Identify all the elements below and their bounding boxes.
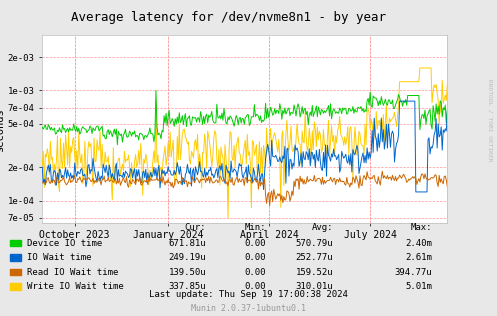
Text: 337.85u: 337.85u — [168, 282, 206, 291]
Text: 252.77u: 252.77u — [295, 253, 333, 262]
Text: Avg:: Avg: — [312, 223, 333, 232]
Text: 0.00: 0.00 — [245, 239, 266, 247]
Text: 0.00: 0.00 — [245, 282, 266, 291]
Text: Write IO Wait time: Write IO Wait time — [27, 282, 124, 291]
Text: RRDTOOL / TOBI OETIKER: RRDTOOL / TOBI OETIKER — [487, 79, 492, 161]
Text: 0.00: 0.00 — [245, 253, 266, 262]
Text: Last update: Thu Sep 19 17:00:38 2024: Last update: Thu Sep 19 17:00:38 2024 — [149, 290, 348, 299]
Text: Max:: Max: — [411, 223, 432, 232]
Text: 394.77u: 394.77u — [395, 268, 432, 276]
Y-axis label: seconds: seconds — [0, 107, 5, 151]
Text: 2.40m: 2.40m — [406, 239, 432, 247]
Text: Average latency for /dev/nvme8n1 - by year: Average latency for /dev/nvme8n1 - by ye… — [71, 11, 386, 24]
Text: 671.81u: 671.81u — [168, 239, 206, 247]
Text: Munin 2.0.37-1ubuntu0.1: Munin 2.0.37-1ubuntu0.1 — [191, 304, 306, 313]
Text: 249.19u: 249.19u — [168, 253, 206, 262]
Text: 570.79u: 570.79u — [295, 239, 333, 247]
Text: Device IO time: Device IO time — [27, 239, 102, 247]
Text: 0.00: 0.00 — [245, 268, 266, 276]
Text: Min:: Min: — [245, 223, 266, 232]
Text: 139.50u: 139.50u — [168, 268, 206, 276]
Text: Cur:: Cur: — [185, 223, 206, 232]
Text: 310.01u: 310.01u — [295, 282, 333, 291]
Text: IO Wait time: IO Wait time — [27, 253, 92, 262]
Text: 159.52u: 159.52u — [295, 268, 333, 276]
Text: 5.01m: 5.01m — [406, 282, 432, 291]
Text: Read IO Wait time: Read IO Wait time — [27, 268, 119, 276]
Text: 2.61m: 2.61m — [406, 253, 432, 262]
